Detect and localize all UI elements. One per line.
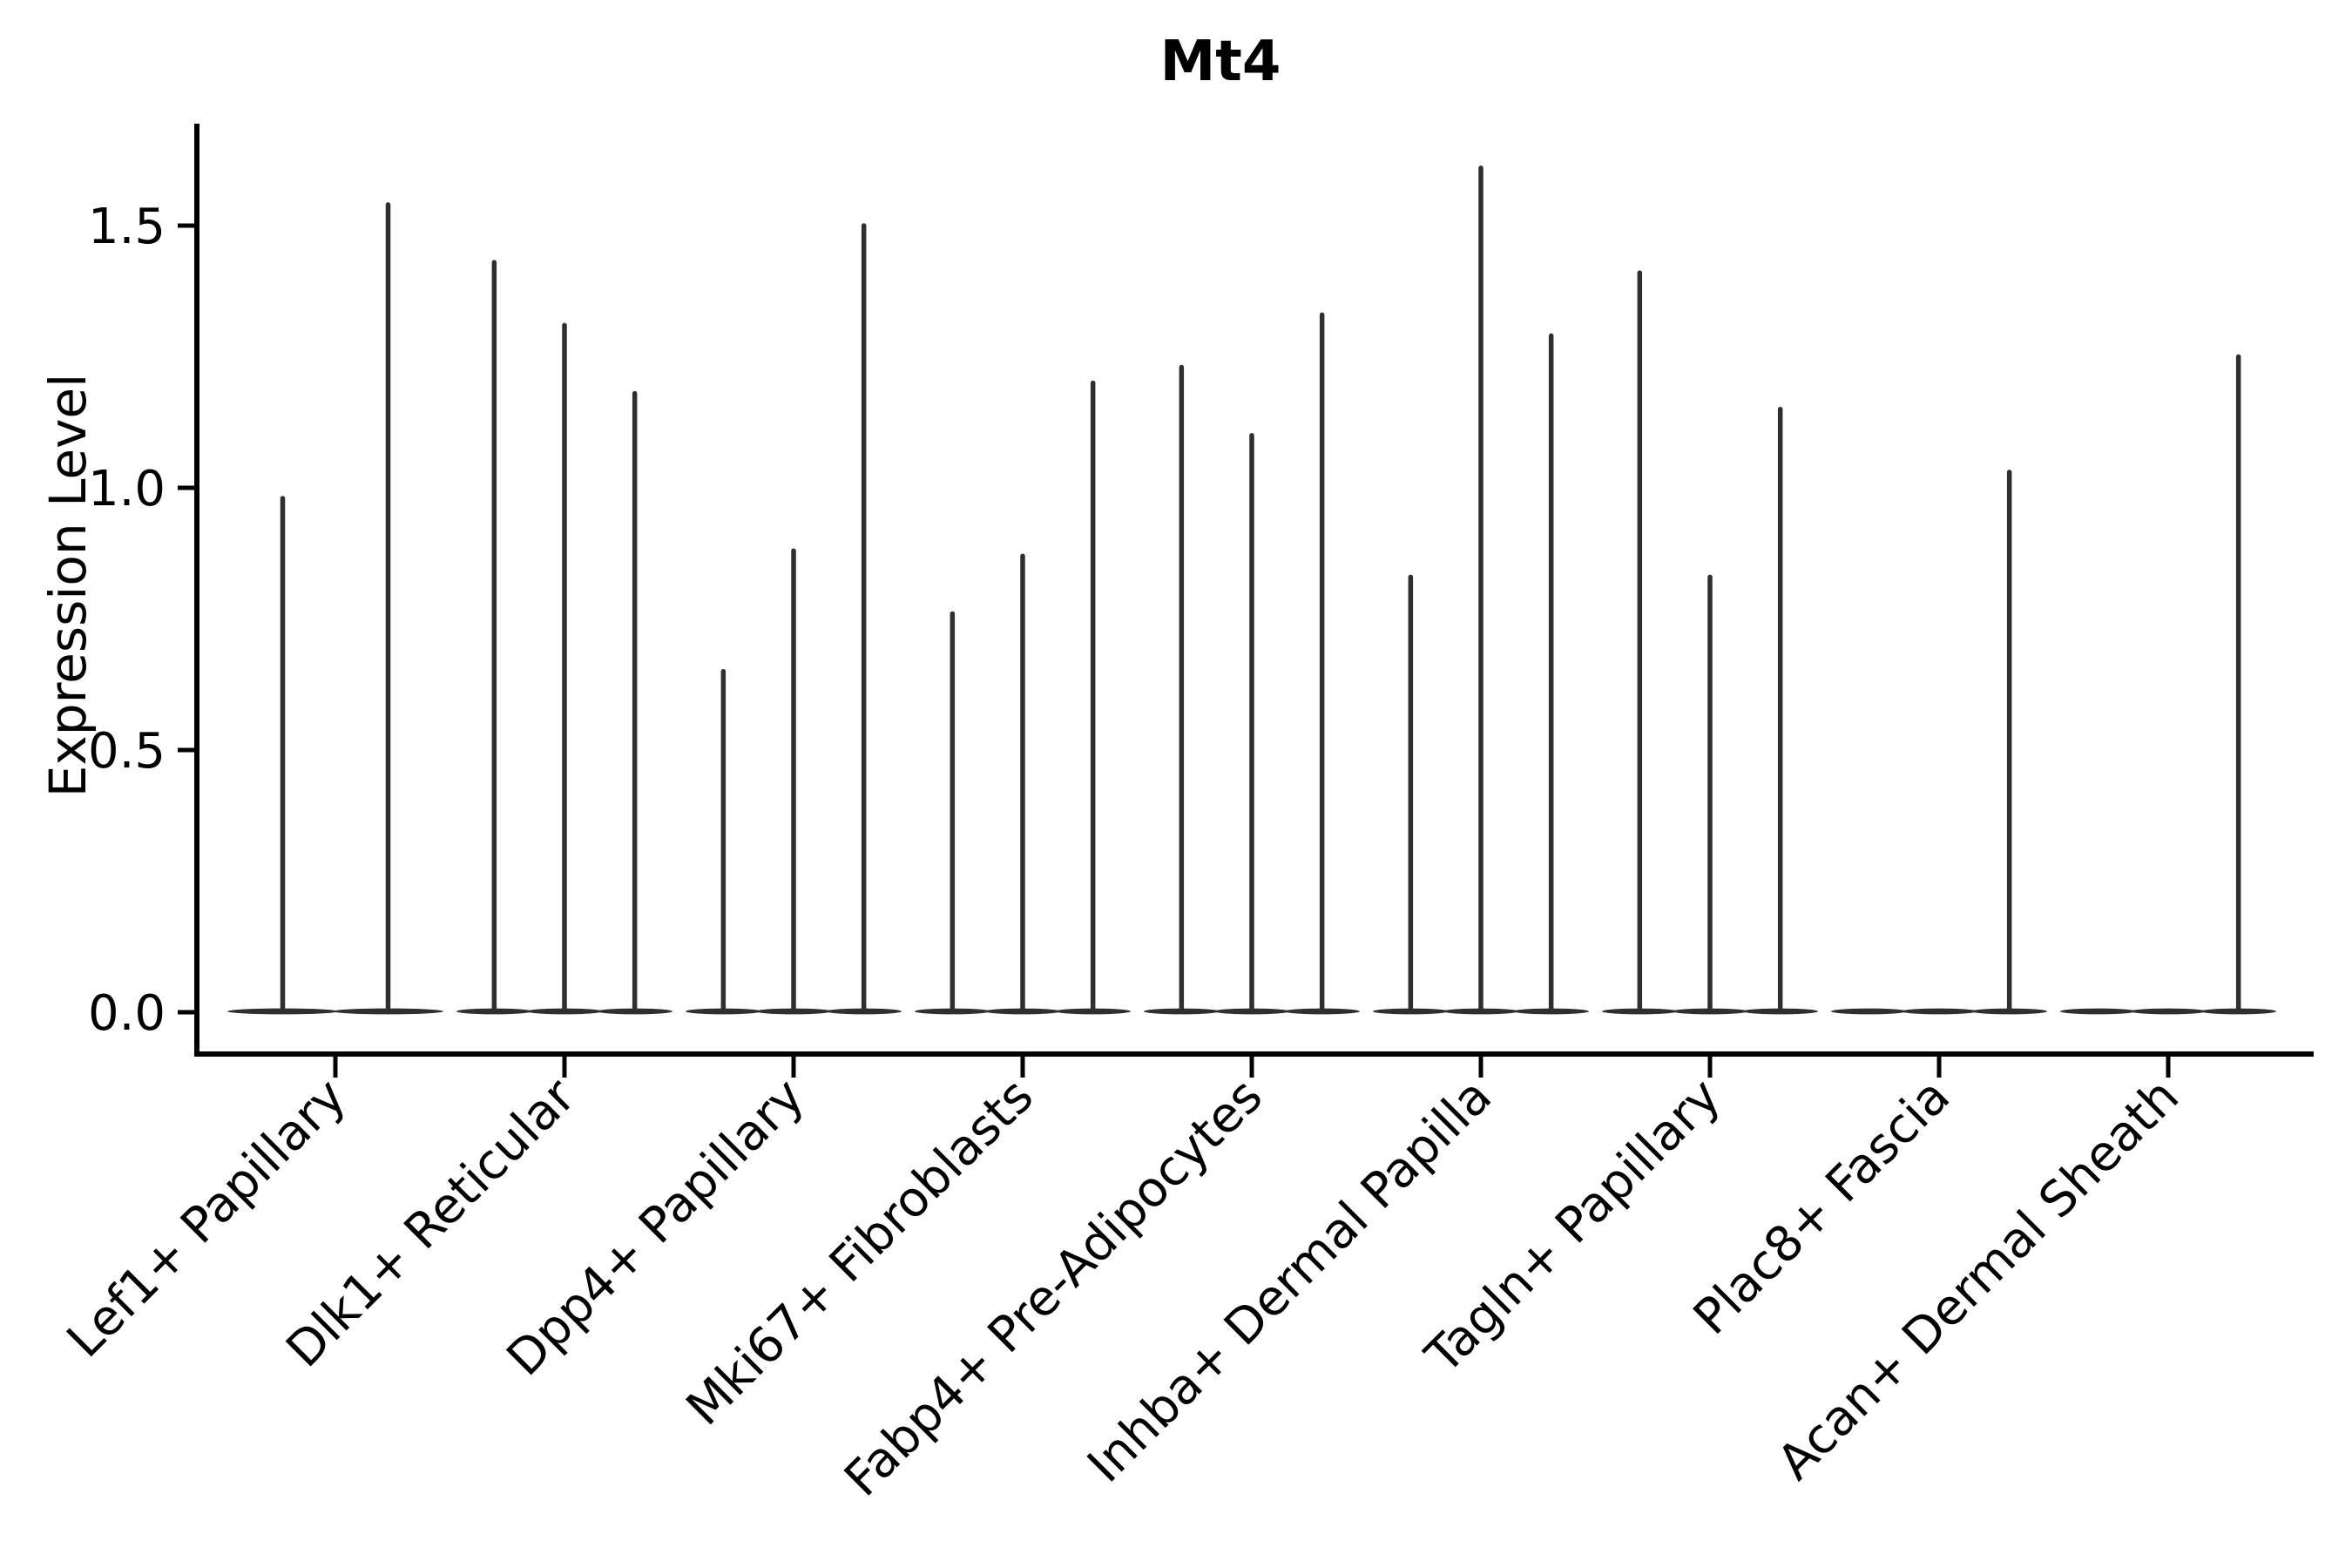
violin-base — [2130, 1008, 2207, 1015]
violin-base — [1831, 1008, 1907, 1015]
y-tick-label: 1.5 — [88, 199, 166, 255]
violin-base — [2060, 1008, 2136, 1015]
x-tick-label: Fabp4+ Pre-Adipocytes — [834, 1068, 1274, 1508]
y-tick-label: 1.0 — [88, 461, 166, 517]
y-tick-label: 0.5 — [88, 723, 166, 780]
y-tick-label: 0.0 — [88, 985, 166, 1042]
violin-base — [1901, 1008, 1977, 1015]
plot-title: Mt4 — [1159, 30, 1281, 94]
x-tick-label: Inhba+ Dermal Papilla — [1077, 1068, 1503, 1494]
x-tick-label: Acan+ Dermal Sheath — [1767, 1068, 2190, 1491]
